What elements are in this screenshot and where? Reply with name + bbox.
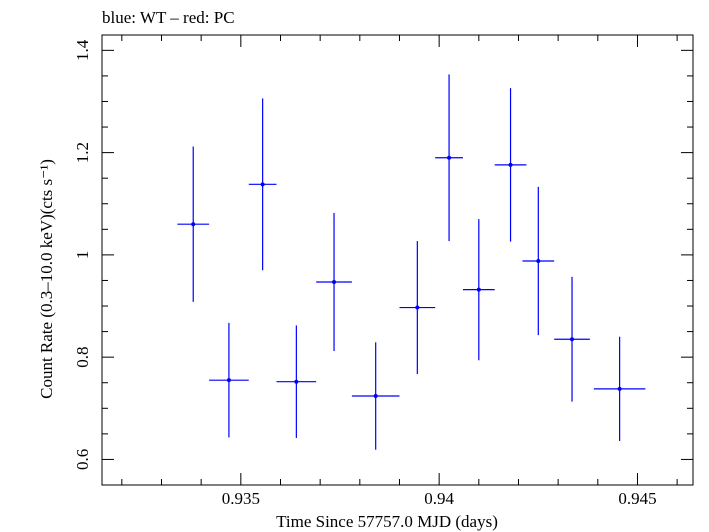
- y-tick-label: 1.2: [73, 142, 92, 163]
- x-tick-label: 0.94: [424, 489, 454, 508]
- x-tick-label: 0.935: [222, 489, 260, 508]
- data-marks: [177, 74, 646, 450]
- data-point: [508, 162, 513, 167]
- data-point: [332, 279, 337, 284]
- data-point-group: [522, 186, 555, 336]
- data-point: [415, 305, 420, 310]
- x-tick-label: 0.945: [618, 489, 656, 508]
- data-point-group: [177, 146, 210, 302]
- data-point-group: [435, 74, 463, 242]
- data-point-group: [316, 212, 352, 352]
- x-axis-label: Time Since 57757.0 MJD (days): [276, 512, 498, 531]
- y-tick-label: 1: [73, 251, 92, 259]
- data-point-group: [399, 241, 436, 375]
- data-point: [294, 379, 299, 384]
- data-point-group: [276, 325, 317, 438]
- axis-ticks: 0.935 0.94 0.945 0.6 0.8 1 1.2 1.4: [73, 35, 693, 508]
- data-point-group: [248, 98, 277, 271]
- data-point: [536, 259, 541, 264]
- chart-title: blue: WT – red: PC: [102, 8, 235, 27]
- y-tick-label: 0.6: [73, 449, 92, 470]
- data-point: [191, 222, 196, 227]
- data-point: [260, 182, 265, 187]
- data-point-group: [351, 342, 400, 450]
- data-point-group: [209, 322, 249, 438]
- data-point: [476, 287, 481, 292]
- data-point: [617, 386, 622, 391]
- data-point-group: [462, 219, 495, 361]
- data-point-group: [593, 336, 646, 442]
- plot-frame: [101, 34, 694, 486]
- y-tick-label: 1.4: [73, 39, 92, 61]
- data-point: [373, 394, 378, 399]
- data-point: [447, 155, 452, 160]
- data-point: [570, 337, 575, 342]
- data-point-group: [554, 276, 590, 402]
- y-tick-label: 0.8: [73, 347, 92, 368]
- y-axis-label: Count Rate (0.3–10.0 keV)(cts s⁻¹): [37, 159, 56, 399]
- data-point-group: [494, 88, 527, 242]
- data-point: [226, 378, 231, 383]
